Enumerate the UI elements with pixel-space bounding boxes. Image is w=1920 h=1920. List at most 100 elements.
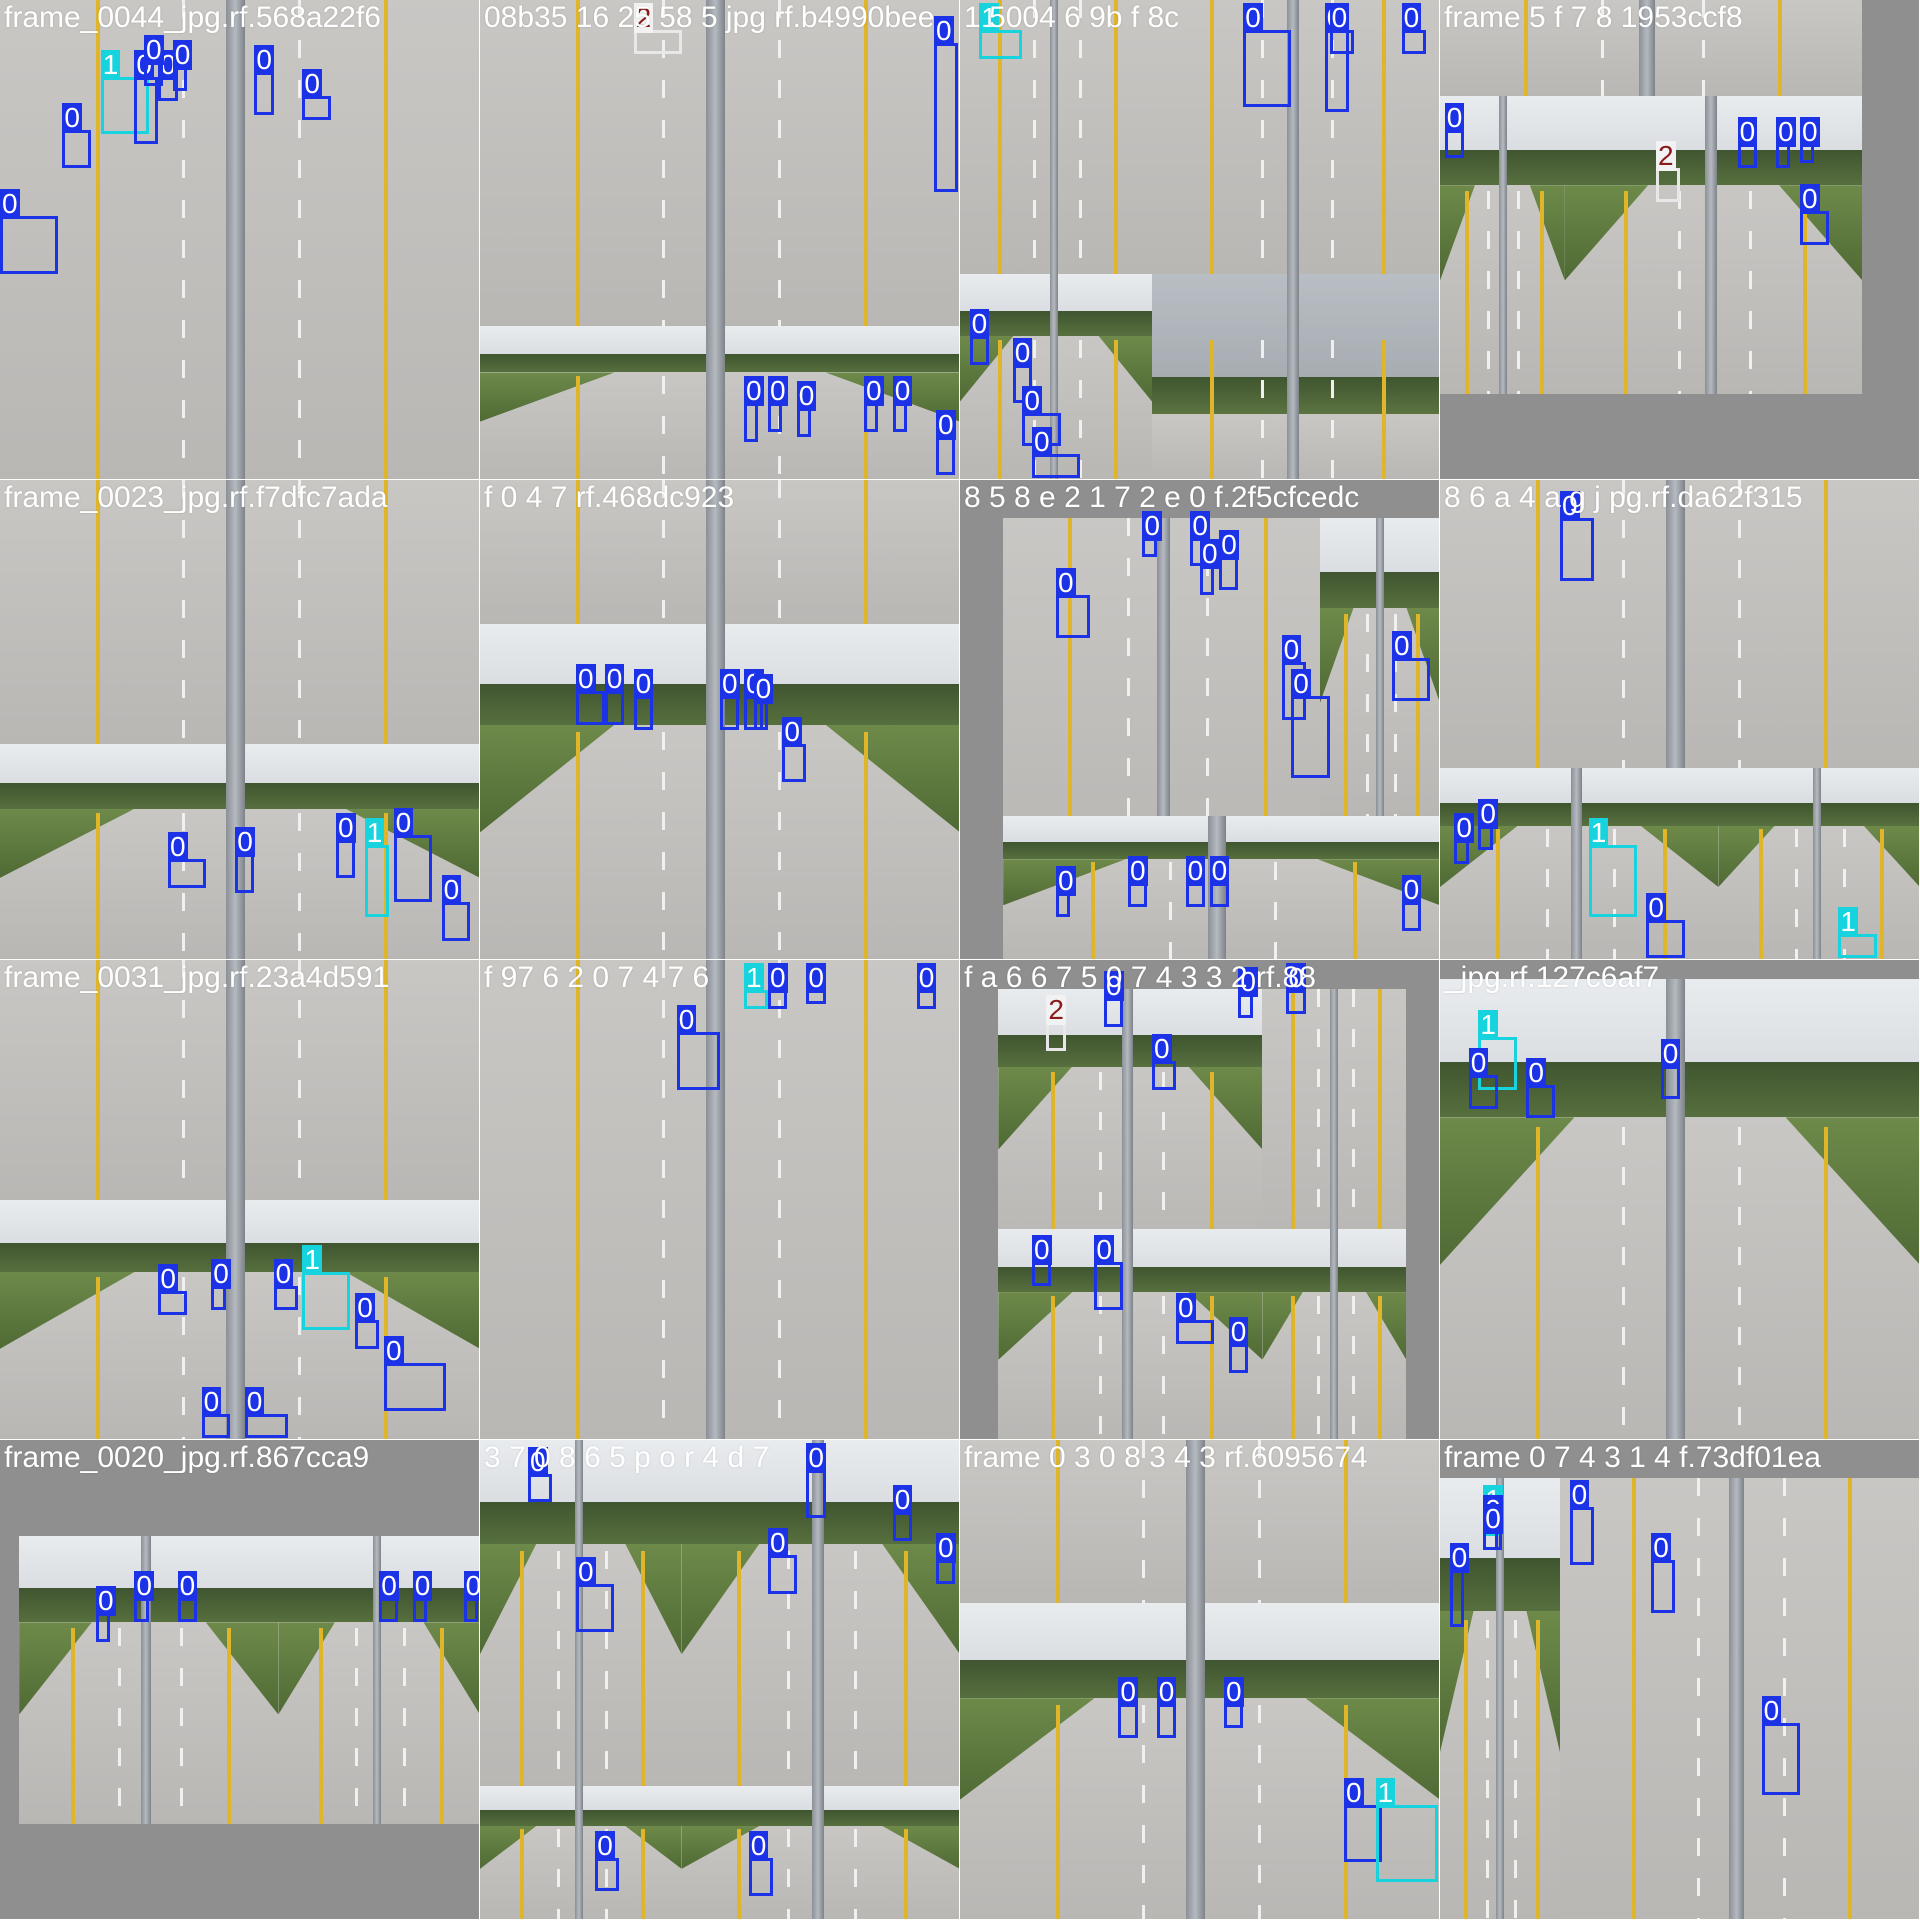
- detection-box-class-0: 0: [605, 691, 624, 725]
- detection-box-class-0: 0: [634, 696, 653, 730]
- class-id-label: 0: [936, 1533, 956, 1563]
- tile-filename-label: frame_0023_jpg.rf.f7dfc7ada: [4, 480, 388, 516]
- class-id-label: 0: [806, 1443, 826, 1473]
- detection-box-class-0: 0: [1483, 1531, 1497, 1550]
- class-id-label: 1: [1478, 1010, 1498, 1040]
- tile-filename-label: f 0 4 7 rf.468dc923: [484, 480, 734, 516]
- light-pole: [1376, 518, 1384, 816]
- mosaic-tile: _jpg.rf.127c6af7 1 0 0 0: [1440, 960, 1919, 1439]
- mosaic-tile: f a 6 6 7 5 0 7 4 3 3 2 rf.88 2 0 0 0 0 0 0 0 0: [960, 960, 1439, 1439]
- detection-box-class-0: 0: [744, 403, 758, 441]
- detection-box-class-0: 0: [936, 437, 955, 475]
- detection-box-class-0: 0: [754, 701, 768, 730]
- class-id-label: 0: [173, 40, 193, 70]
- detection-box-class-0: 0: [173, 67, 187, 91]
- class-id-label: 0: [202, 1387, 222, 1417]
- detection-box-class-0: 0: [1104, 998, 1123, 1027]
- highway-scene: [998, 989, 1262, 1248]
- detection-box-class-0: 0: [134, 1598, 148, 1622]
- class-id-label: 0: [1056, 568, 1076, 598]
- class-id-label: 0: [1483, 1504, 1503, 1534]
- detection-box-class-0: 0: [1229, 1344, 1248, 1373]
- highway-scene: [0, 960, 479, 1200]
- detection-box-class-0: 0: [1210, 883, 1229, 907]
- detection-box-class-0: 0: [893, 1512, 912, 1541]
- detection-box-class-0: 0: [1762, 1723, 1800, 1795]
- detection-box-class-0: 0: [893, 403, 907, 432]
- class-id-label: 0: [1450, 1543, 1470, 1573]
- class-id-label: 0: [576, 1557, 596, 1587]
- class-id-label: 0: [970, 309, 990, 339]
- light-pole: [1571, 768, 1582, 959]
- light-pole: [1729, 1478, 1743, 1919]
- detection-box-class-0: 0: [1661, 1066, 1680, 1100]
- class-id-label: 0: [1243, 3, 1263, 33]
- detection-box-class-0: 0: [806, 1470, 825, 1518]
- detection-box-class-0: 0: [528, 1474, 552, 1503]
- light-pole: [226, 960, 245, 1200]
- mosaic-tile: frame 0 7 4 3 1 4 f.73df01ea1000000: [1440, 1440, 1919, 1919]
- class-id-label: 0: [1478, 799, 1498, 829]
- class-id-label: 0: [634, 669, 654, 699]
- mosaic-tile: f 97 6 2 0 7 4 7 610000: [480, 960, 959, 1439]
- class-id-label: 0: [144, 35, 164, 65]
- detection-box-class-0: 0: [1402, 902, 1421, 931]
- class-id-label: 0: [1013, 338, 1033, 368]
- light-pole: [226, 480, 245, 744]
- tile-filename-label: f a 6 6 7 5 0 7 4 3 3 2 rf.88: [964, 960, 1316, 996]
- class-id-label: 2: [1656, 141, 1676, 171]
- class-id-label: 0: [893, 1485, 913, 1515]
- detection-box-class-0: 0: [442, 902, 471, 940]
- mosaic-tile: frame_0031_jpg.rf.23a4d591 0 0 0 1 0 0 0 0: [0, 960, 479, 1439]
- class-id-label: 0: [1200, 539, 1220, 569]
- detection-box-class-0: 0: [1094, 1262, 1123, 1310]
- light-pole: [1122, 989, 1133, 1248]
- detection-box-class-0: 0: [211, 1286, 225, 1310]
- class-id-label: 0: [394, 808, 414, 838]
- class-id-label: 1: [1589, 818, 1609, 848]
- class-id-label: 0: [254, 45, 274, 75]
- class-id-label: 0: [1056, 866, 1076, 896]
- class-id-label: 0: [1800, 184, 1820, 214]
- tile-filename-label: frame_0031_jpg.rf.23a4d591: [4, 960, 389, 996]
- light-pole: [1499, 96, 1507, 394]
- light-pole: [575, 1786, 583, 1919]
- class-id-label: 0: [917, 963, 937, 993]
- class-id-label: 0: [1210, 856, 1230, 886]
- tile-filename-label: 8 6 a 4 a g j pg.rf.da62f315: [1444, 480, 1803, 516]
- detection-box-class-0: 0: [1118, 1704, 1137, 1738]
- class-id-label: 0: [235, 827, 255, 857]
- detection-box-class-0: 0: [202, 1414, 231, 1438]
- mosaic-tile: 8 6 a 4 a g j pg.rf.da62f315 0 0 0 1 0 1: [1440, 480, 1919, 959]
- class-id-label: 0: [934, 16, 954, 46]
- tile-filename-label: 3 7 0 8 6 5 p o r 4 d 7: [484, 1440, 769, 1476]
- mosaic-tile: f 0 4 7 rf.468dc9230000000: [480, 480, 959, 959]
- detection-box-class-0: 0: [1776, 144, 1790, 168]
- class-id-label: 0: [384, 1336, 404, 1366]
- detection-box-class-0: 0: [0, 216, 58, 274]
- class-id-label: 0: [96, 1586, 116, 1616]
- class-id-label: 0: [1738, 117, 1758, 147]
- detection-box-class-2: 2: [1656, 168, 1680, 202]
- mosaic-tile: 08b35 16 25 58 5 jpg rf.b4990bee 2 0 0 0 0 0 0 0: [480, 0, 959, 479]
- highway-scene: [960, 1603, 1439, 1919]
- light-pole: [226, 1200, 245, 1439]
- class-id-label: 0: [0, 189, 20, 219]
- class-id-label: 0: [576, 664, 596, 694]
- class-id-label: 0: [1224, 1677, 1244, 1707]
- detection-box-class-0: 0: [168, 859, 206, 888]
- detection-box-class-0: 0: [1450, 1570, 1464, 1628]
- detection-box-class-0: 0: [1032, 1262, 1051, 1286]
- class-id-label: 0: [749, 1831, 769, 1861]
- detection-box-class-0: 0: [1445, 130, 1464, 159]
- detection-box-class-0: 0: [1152, 1061, 1176, 1090]
- mosaic-tile: 8 5 8 e 2 1 7 2 e 0 f.2f5cfcedc 0 0 0 0 0 0 0 0 0…: [960, 480, 1439, 959]
- detection-box-class-0: 0: [134, 77, 158, 144]
- class-id-label: 0: [1176, 1293, 1196, 1323]
- mosaic-tile: frame_0023_jpg.rf.f7dfc7ada 0 0 0 0 1 0: [0, 480, 479, 959]
- class-id-label: 1: [1838, 907, 1858, 937]
- detection-box-class-1: 1: [1838, 934, 1876, 958]
- light-pole: [226, 0, 245, 479]
